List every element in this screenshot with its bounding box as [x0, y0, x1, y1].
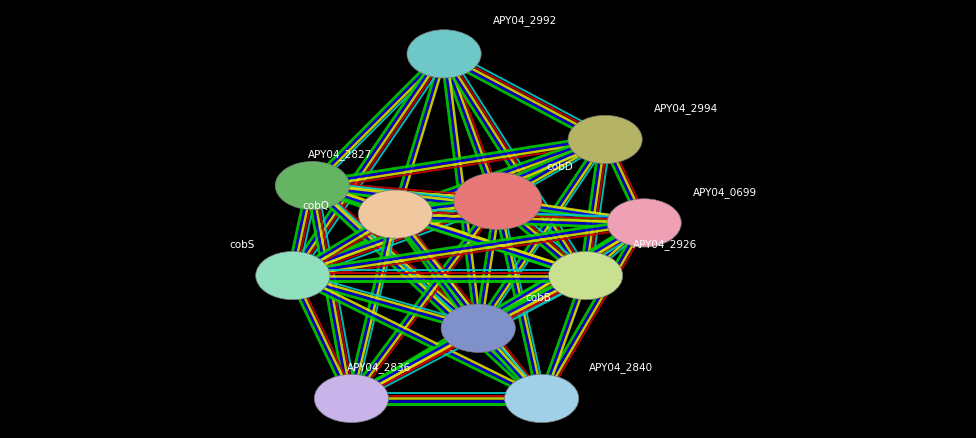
Text: APY04_2992: APY04_2992 [493, 15, 557, 26]
Text: APY04_2827: APY04_2827 [307, 149, 372, 160]
Ellipse shape [441, 304, 515, 353]
Text: APY04_0699: APY04_0699 [693, 186, 757, 197]
Ellipse shape [256, 252, 330, 300]
Text: APY04_2836: APY04_2836 [346, 361, 411, 372]
Text: cobD: cobD [547, 162, 573, 172]
Ellipse shape [549, 252, 623, 300]
Text: cobS: cobS [229, 240, 255, 250]
Ellipse shape [454, 173, 542, 230]
Ellipse shape [275, 162, 349, 210]
Text: APY04_2840: APY04_2840 [589, 361, 653, 372]
Text: APY04_2994: APY04_2994 [654, 103, 718, 114]
Ellipse shape [314, 374, 388, 423]
Text: cobQ: cobQ [303, 200, 330, 210]
Ellipse shape [358, 191, 432, 239]
Ellipse shape [505, 374, 579, 423]
Text: APY04_2926: APY04_2926 [632, 239, 697, 250]
Ellipse shape [607, 199, 681, 247]
Ellipse shape [568, 116, 642, 164]
Text: cobB: cobB [525, 292, 551, 302]
Ellipse shape [407, 31, 481, 79]
